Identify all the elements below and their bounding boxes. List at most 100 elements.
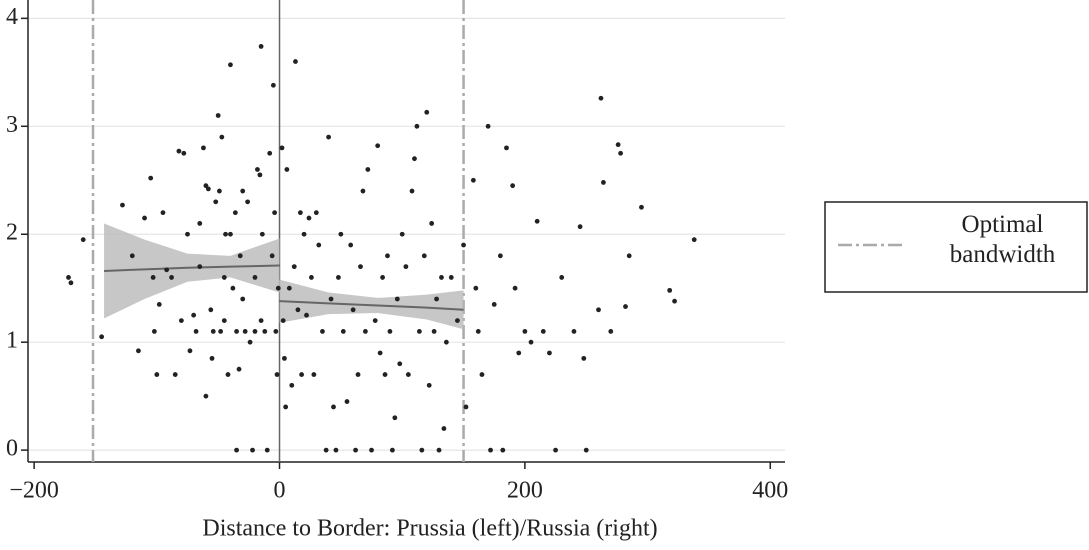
- point: [362, 328, 368, 334]
- point: [350, 307, 356, 313]
- point: [601, 180, 606, 185]
- point: [99, 334, 105, 340]
- point: [328, 296, 334, 302]
- point: [280, 318, 286, 323]
- point: [365, 167, 371, 172]
- point: [463, 404, 469, 410]
- point: [299, 372, 304, 377]
- point: [197, 221, 203, 226]
- point: [434, 296, 439, 302]
- point: [336, 275, 341, 280]
- point: [191, 312, 197, 318]
- point: [156, 302, 162, 307]
- point: [403, 264, 409, 270]
- point: [309, 275, 314, 280]
- point: [178, 318, 184, 323]
- point: [382, 372, 388, 377]
- point: [344, 399, 350, 404]
- point: [240, 188, 246, 194]
- point: [181, 150, 187, 156]
- point: [68, 280, 74, 286]
- point: [297, 210, 303, 216]
- point: [245, 199, 251, 205]
- point: [279, 145, 285, 151]
- point: [409, 188, 415, 194]
- point: [516, 350, 522, 356]
- x-axis-label: Distance to Border: Prussia (left)/Russi…: [202, 516, 657, 542]
- point: [479, 372, 485, 377]
- point: [169, 275, 174, 280]
- y-tick-label: 0: [6, 436, 18, 462]
- point: [228, 62, 233, 68]
- point: [304, 312, 309, 318]
- point: [639, 204, 644, 210]
- fit-line: [104, 264, 280, 272]
- point: [534, 218, 540, 224]
- point: [553, 447, 558, 453]
- point: [272, 210, 278, 216]
- point: [355, 372, 361, 377]
- point: [313, 210, 319, 216]
- confidence-band: [104, 223, 280, 319]
- point: [618, 150, 623, 156]
- point: [164, 267, 170, 273]
- point: [230, 285, 236, 291]
- point: [120, 202, 125, 208]
- point: [234, 328, 239, 334]
- point: [311, 372, 317, 377]
- point: [419, 447, 425, 453]
- y-tick-label: 2: [6, 220, 18, 246]
- x-tick-label: −200: [9, 478, 59, 504]
- point: [353, 447, 358, 453]
- point: [151, 328, 157, 334]
- point: [210, 328, 216, 334]
- point: [259, 231, 265, 237]
- point: [232, 210, 238, 216]
- point: [439, 275, 444, 280]
- point: [497, 253, 503, 259]
- point: [369, 447, 374, 453]
- point: [213, 199, 219, 205]
- legend-box: [824, 201, 1088, 293]
- point: [448, 275, 454, 280]
- point: [295, 307, 301, 313]
- point: [426, 382, 432, 388]
- point: [150, 275, 156, 280]
- point: [414, 123, 420, 129]
- x-tick-label: 400: [752, 478, 788, 504]
- point: [160, 210, 166, 216]
- y-tick-label: 4: [6, 4, 18, 30]
- point: [416, 328, 422, 334]
- point: [475, 328, 481, 334]
- point: [421, 253, 427, 259]
- point: [559, 275, 565, 280]
- point: [216, 188, 222, 194]
- point: [289, 382, 295, 388]
- point: [473, 285, 479, 291]
- point: [187, 348, 193, 354]
- fit-line: [279, 300, 464, 311]
- point: [316, 242, 322, 248]
- point: [142, 215, 147, 221]
- point: [136, 348, 141, 354]
- point: [148, 175, 154, 181]
- point: [320, 328, 325, 334]
- point: [293, 59, 298, 64]
- point: [264, 447, 270, 453]
- point: [172, 372, 178, 377]
- point: [223, 231, 228, 237]
- point: [273, 328, 279, 334]
- point: [286, 285, 292, 291]
- point: [221, 275, 227, 280]
- point: [129, 253, 135, 259]
- point: [485, 123, 491, 129]
- point: [470, 177, 476, 183]
- point: [360, 188, 366, 194]
- point: [247, 339, 253, 345]
- point: [405, 372, 411, 377]
- point: [267, 150, 273, 156]
- point: [252, 275, 258, 280]
- point: [323, 447, 329, 453]
